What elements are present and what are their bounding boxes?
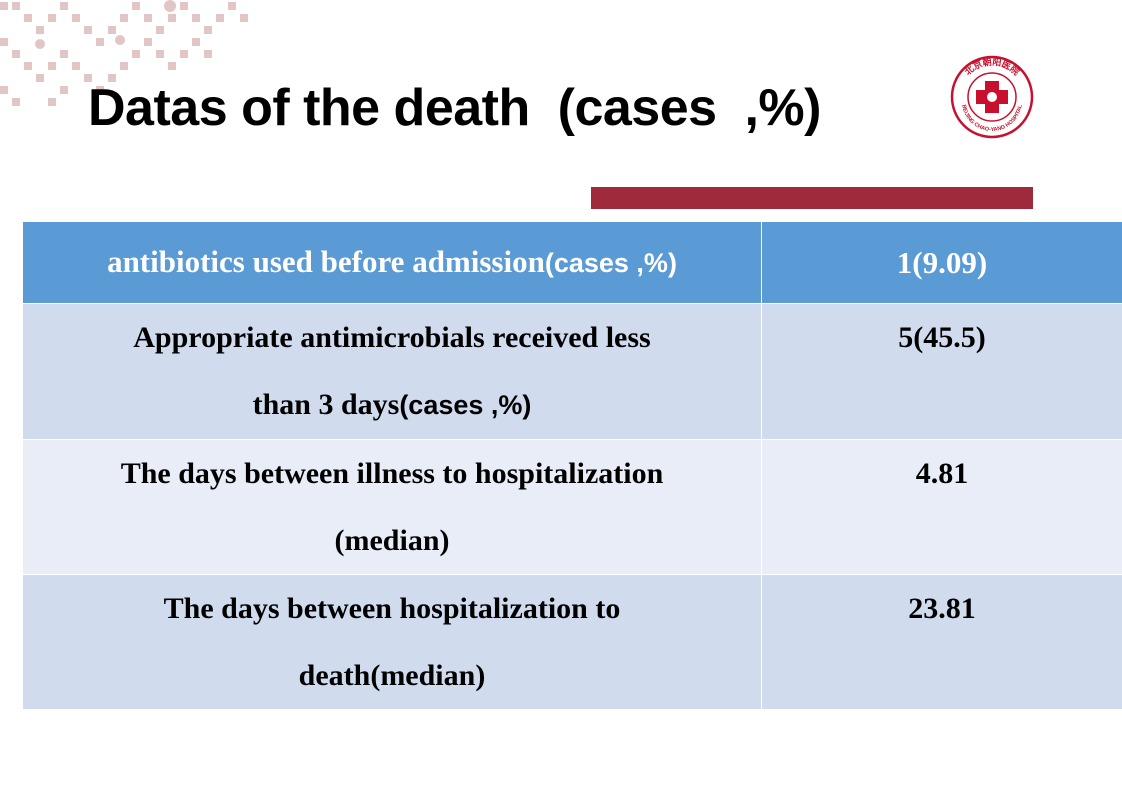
decorative-dot-pattern — [0, 0, 248, 106]
row-label-line1: The days between hospitalization to — [163, 592, 621, 625]
accent-bar — [591, 187, 1033, 209]
table-row: The days between hospitalization to deat… — [22, 574, 1122, 710]
row-value-cell: 23.81 — [761, 574, 1122, 710]
svg-text:北京朝阳医院: 北京朝阳医院 — [962, 56, 1022, 78]
header-label-cell: antibiotics used before admission(cases … — [22, 221, 762, 304]
death-data-table: antibiotics used before admission(cases … — [22, 221, 1122, 710]
header-value-cell: 1(9.09) — [761, 221, 1122, 304]
row-label-cell: The days between illness to hospitalizat… — [22, 439, 762, 575]
header-label: antibiotics used before admission — [107, 244, 545, 279]
logo-arc-text: 北京朝阳医院 — [962, 56, 1022, 78]
row-label-line2: death(median) — [298, 659, 486, 692]
row-label-line2: (median) — [334, 524, 450, 557]
row-label-line2-suffix: (cases ,%) — [399, 390, 532, 420]
row-label-line2-main: than 3 days — [252, 388, 400, 421]
row-label-line1: The days between illness to hospitalizat… — [120, 457, 664, 490]
row-label-cell: The days between hospitalization to deat… — [22, 574, 762, 710]
slide-title: Datas of the death (cases ,%) — [88, 79, 821, 137]
hospital-logo-icon: 北京朝阳医院 BEIJING CHAO-YANG HOSPITAL — [950, 55, 1034, 139]
header-label-suffix: (cases ,%) — [544, 248, 677, 278]
table-row: The days between illness to hospitalizat… — [22, 439, 1122, 575]
table-row: Appropriate antimicrobials received less… — [22, 303, 1122, 440]
row-value-cell: 5(45.5) — [761, 303, 1122, 440]
table-header-row: antibiotics used before admission(cases … — [22, 221, 1122, 304]
row-value-cell: 4.81 — [761, 439, 1122, 575]
row-label-line2: than 3 days(cases ,%) — [31, 371, 753, 439]
row-label-line1: Appropriate antimicrobials received less — [133, 321, 651, 354]
row-label-cell: Appropriate antimicrobials received less… — [22, 303, 762, 440]
